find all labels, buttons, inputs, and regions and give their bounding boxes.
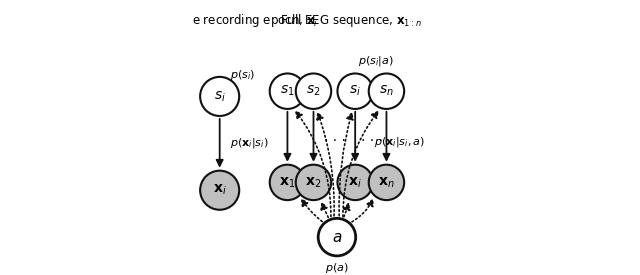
Text: e recording epoch, $\mathbf{x}_i$: e recording epoch, $\mathbf{x}_i$ [192,12,318,29]
Text: $p(s_i)$: $p(s_i)$ [230,68,255,82]
Circle shape [337,165,373,200]
Circle shape [269,73,305,109]
Text: $s_1$: $s_1$ [280,84,294,98]
Text: $p(a)$: $p(a)$ [325,261,349,275]
Text: Full EEG sequence, $\mathbf{x}_{1:n}$: Full EEG sequence, $\mathbf{x}_{1:n}$ [280,12,422,29]
Circle shape [200,77,239,116]
Text: $\mathbf{x}_i$: $\mathbf{x}_i$ [348,175,362,189]
Circle shape [369,73,404,109]
Text: $p(\mathbf{x}_i|s_i)$: $p(\mathbf{x}_i|s_i)$ [230,136,269,150]
Text: . . .: . . . [324,130,346,144]
Circle shape [369,165,404,200]
Text: $s_i$: $s_i$ [214,89,226,104]
Text: $p(s_i|a)$: $p(s_i|a)$ [358,54,394,68]
Circle shape [269,165,305,200]
Text: $\mathbf{x}_2$: $\mathbf{x}_2$ [305,175,322,189]
Text: $s_n$: $s_n$ [379,84,394,98]
Text: $\mathbf{x}_1$: $\mathbf{x}_1$ [279,175,296,189]
Text: . . .: . . . [361,130,383,144]
Text: $\mathbf{x}_n$: $\mathbf{x}_n$ [378,175,395,189]
Text: $p(\mathbf{x}_i|s_i,a)$: $p(\mathbf{x}_i|s_i,a)$ [374,135,426,149]
Circle shape [337,73,373,109]
Text: $a$: $a$ [332,230,342,245]
Text: $\mathbf{x}_i$: $\mathbf{x}_i$ [213,183,227,197]
Circle shape [318,218,356,256]
Text: $s_2$: $s_2$ [307,84,321,98]
Circle shape [296,165,332,200]
Circle shape [296,73,332,109]
Text: $s_i$: $s_i$ [349,84,361,98]
Circle shape [200,171,239,210]
